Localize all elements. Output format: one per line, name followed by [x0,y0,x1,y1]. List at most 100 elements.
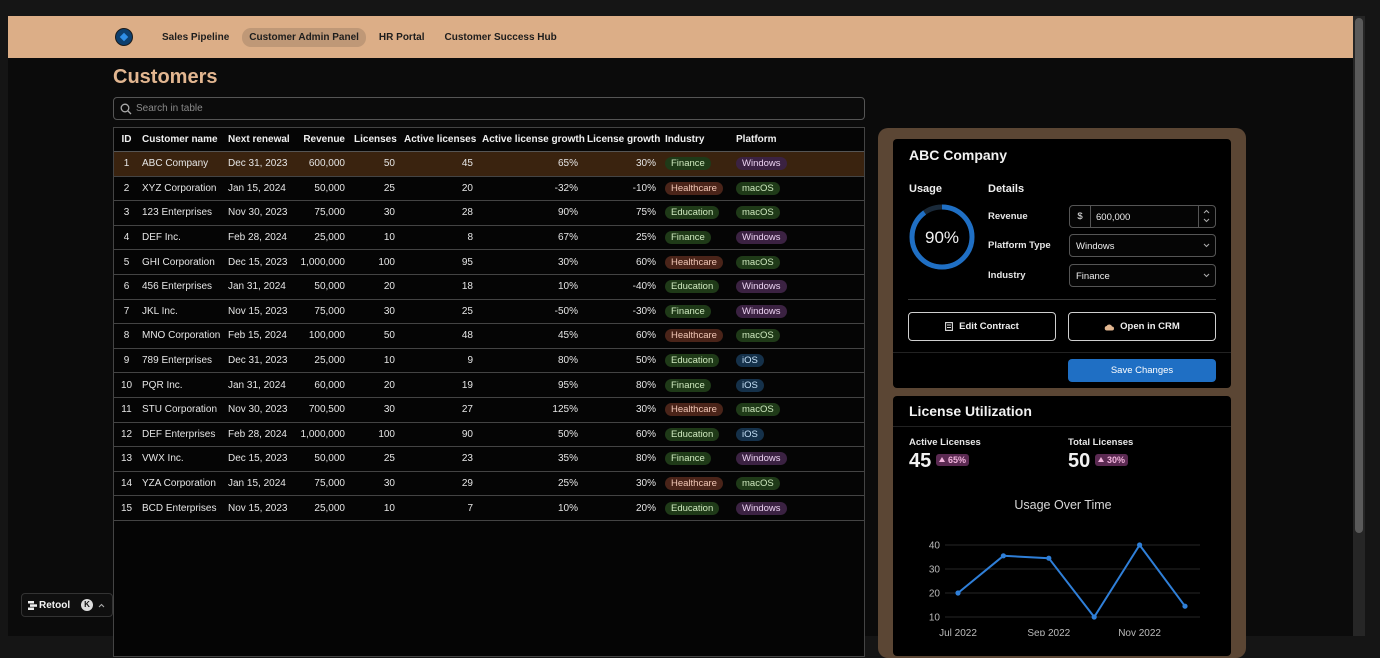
table-cell: 95 [401,249,479,275]
table-row[interactable]: 4 DEF Inc. Feb 28, 2024 25,000 10 8 67% 25% Fina… [114,225,864,251]
table-row[interactable]: 5 GHI Corporation Dec 15, 2023 1,000,000 100… [114,249,864,275]
field-input[interactable]: Windows [1069,234,1216,257]
table-cell: macOS [733,200,864,226]
table-cell: 9 [401,348,479,374]
table-row[interactable]: 2 XYZ Corporation Jan 15, 2024 50,000 25 20 -3… [114,176,864,202]
table-row[interactable]: 1 ABC Company Dec 31, 2023 600,000 50 45 65% 30… [114,151,864,177]
table-row[interactable]: 7 JKL Inc. Nov 15, 2023 75,000 30 25 -50% -30% F… [114,299,864,325]
logo[interactable] [115,28,133,46]
column-header[interactable]: Licenses [351,128,401,152]
tag: Finance [665,157,711,171]
table-cell: PQR Inc. [139,372,225,398]
tag: Education [665,501,720,515]
column-header[interactable]: Revenue [296,128,351,152]
chevron-path [1203,273,1210,278]
table-row[interactable]: 3 123 Enterprises Nov 30, 2023 75,000 30 28 90… [114,200,864,226]
table-cell: 80% [479,348,584,374]
table-cell: Finance [662,446,733,472]
search-box[interactable]: Search in table [113,97,865,120]
tag: Finance [665,378,711,392]
table-row[interactable]: 15 BCD Enterprises Nov 15, 2023 25,000 10 7 10… [114,495,864,521]
tag: iOS [736,354,764,368]
nav-item[interactable]: Customer Admin Panel [242,28,366,47]
table-cell: 30% [584,151,662,177]
table-cell: Jan 31, 2024 [225,274,296,300]
table-cell: 30 [351,471,401,497]
field-input[interactable]: $600,000 [1069,205,1216,228]
table-cell: 25,000 [296,348,351,374]
table-cell: 27 [401,397,479,423]
table-row[interactable]: 6 456 Enterprises Jan 31, 2024 50,000 20 18 10… [114,274,864,300]
nav-item[interactable]: Customer Success Hub [444,32,557,43]
table-cell: 1 [114,151,139,177]
table-cell: -10% [584,176,662,202]
chevron-path [1203,243,1210,248]
tag: Healthcare [665,181,723,195]
nav-item[interactable]: HR Portal [378,32,425,43]
table-cell: 50 [351,323,401,349]
table-cell: 20 [351,274,401,300]
tag: iOS [736,427,764,441]
table-cell: Nov 15, 2023 [225,299,296,325]
column-header[interactable]: Active license growth [479,128,585,152]
table-cell: Healthcare [662,323,733,349]
table-cell: macOS [733,249,864,275]
table-cell: 25 [401,299,479,325]
column-header[interactable]: Customer name [139,128,225,152]
column-header[interactable]: ID [114,128,139,152]
table-row[interactable]: 10 PQR Inc. Jan 31, 2024 60,000 20 19 95% 80% Fi… [114,372,864,398]
usage-label: Usage [909,183,943,195]
table-cell: 23 [401,446,479,472]
nav: Sales Pipeline Customer Admin Panel HR Por… [155,28,564,47]
table-cell: 75,000 [296,200,351,226]
table-cell: Jan 15, 2024 [225,471,296,497]
retool-badge[interactable]: Retool K [21,593,113,617]
table-cell: 12 [114,422,139,448]
scrollbar-thumb[interactable] [1355,18,1363,533]
table-cell: 20 [351,372,401,398]
column-header[interactable]: License growth [584,128,662,152]
table-cell: iOS [733,422,864,448]
table-cell: Windows [733,495,864,521]
table-cell: Nov 30, 2023 [225,397,296,423]
utilization-title: License Utilization [909,403,1032,419]
field-input[interactable]: Finance [1069,264,1216,287]
open-crm-button[interactable]: Open in CRM [1068,312,1216,341]
table-cell: 7 [114,299,139,325]
table-cell: YZA Corporation [139,471,225,497]
table-row[interactable]: 9 789 Enterprises Dec 31, 2023 25,000 10 9 80%… [114,348,864,374]
search-icon [120,103,132,115]
table-cell: 35% [479,446,584,472]
nav-item[interactable]: Sales Pipeline [162,32,230,43]
table-cell: 45% [479,323,584,349]
table-cell: 75% [584,200,662,226]
table-cell: 100,000 [296,323,351,349]
table-cell: DEF Enterprises [139,422,225,448]
table-cell: 30% [479,249,584,275]
table-cell: Healthcare [662,397,733,423]
table-cell: 100 [351,422,401,448]
table-cell: 25 [351,446,401,472]
column-header[interactable]: Industry [662,128,733,152]
table-cell: 20 [401,176,479,202]
input-prefix: $ [1070,206,1091,227]
edit-contract-button[interactable]: Edit Contract [908,312,1056,341]
table-row[interactable]: 8 MNO Corporation Feb 15, 2024 100,000 50 48 4… [114,323,864,349]
column-header[interactable]: Active licenses [401,128,479,152]
header-row: ID Customer name Next renewal Revenue Licens… [114,128,864,152]
table-row[interactable]: 14 YZA Corporation Jan 15, 2024 75,000 30 29 2… [114,471,864,497]
save-button[interactable]: Save Changes [1068,359,1216,382]
table-row[interactable]: 13 VWX Inc. Dec 15, 2023 50,000 25 23 35% 80% Fi… [114,446,864,472]
table-cell: 9 [114,348,139,374]
table-cell: 80% [584,372,662,398]
stepper[interactable] [1198,206,1215,227]
table-cell: 14 [114,471,139,497]
table-row[interactable]: 12 DEF Enterprises Feb 28, 2024 1,000,000 10… [114,422,864,448]
column-header[interactable]: Next renewal [225,128,296,152]
column-header[interactable]: Platform [733,128,864,152]
table-row[interactable]: 11 STU Corporation Nov 30, 2023 700,500 30 27… [114,397,864,423]
table-cell: Healthcare [662,176,733,202]
search-placeholder: Search in table [136,103,203,114]
table-cell: 60% [584,323,662,349]
page: Sales Pipeline Customer Admin Panel HR Por… [0,0,1380,636]
